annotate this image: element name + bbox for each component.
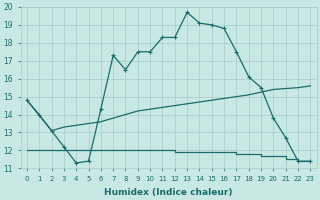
X-axis label: Humidex (Indice chaleur): Humidex (Indice chaleur)	[104, 188, 233, 197]
